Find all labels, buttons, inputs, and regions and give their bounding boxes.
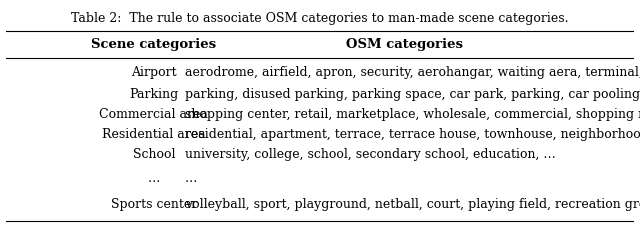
Text: parking, disused parking, parking space, car park, parking, car pooling, …: parking, disused parking, parking space,… <box>185 88 640 101</box>
Text: shopping center, retail, marketplace, wholesale, commercial, shopping mall, …: shopping center, retail, marketplace, wh… <box>185 108 640 121</box>
Text: university, college, school, secondary school, education, …: university, college, school, secondary s… <box>185 148 556 161</box>
Text: Sports center: Sports center <box>111 197 197 210</box>
Text: School: School <box>132 148 175 161</box>
Text: Table 2:  The rule to associate OSM categories to man-made scene categories.: Table 2: The rule to associate OSM categ… <box>71 12 569 25</box>
Text: OSM categories: OSM categories <box>346 38 463 51</box>
Text: volleyball, sport, playground, netball, court, playing field, recreation ground,: volleyball, sport, playground, netball, … <box>185 197 640 210</box>
Text: …: … <box>148 172 160 185</box>
Text: Commercial area: Commercial area <box>99 108 208 121</box>
Text: Scene categories: Scene categories <box>91 38 216 51</box>
Text: residential, apartment, terrace, terrace house, townhouse, neighborhood, …: residential, apartment, terrace, terrace… <box>185 128 640 141</box>
Text: …: … <box>185 172 198 185</box>
Text: Parking: Parking <box>129 88 179 101</box>
Text: Airport: Airport <box>131 66 177 79</box>
Text: aerodrome, airfield, apron, security, aerohangar, waiting aera, terminal, hangar: aerodrome, airfield, apron, security, ae… <box>185 66 640 79</box>
Text: Residential area: Residential area <box>102 128 205 141</box>
